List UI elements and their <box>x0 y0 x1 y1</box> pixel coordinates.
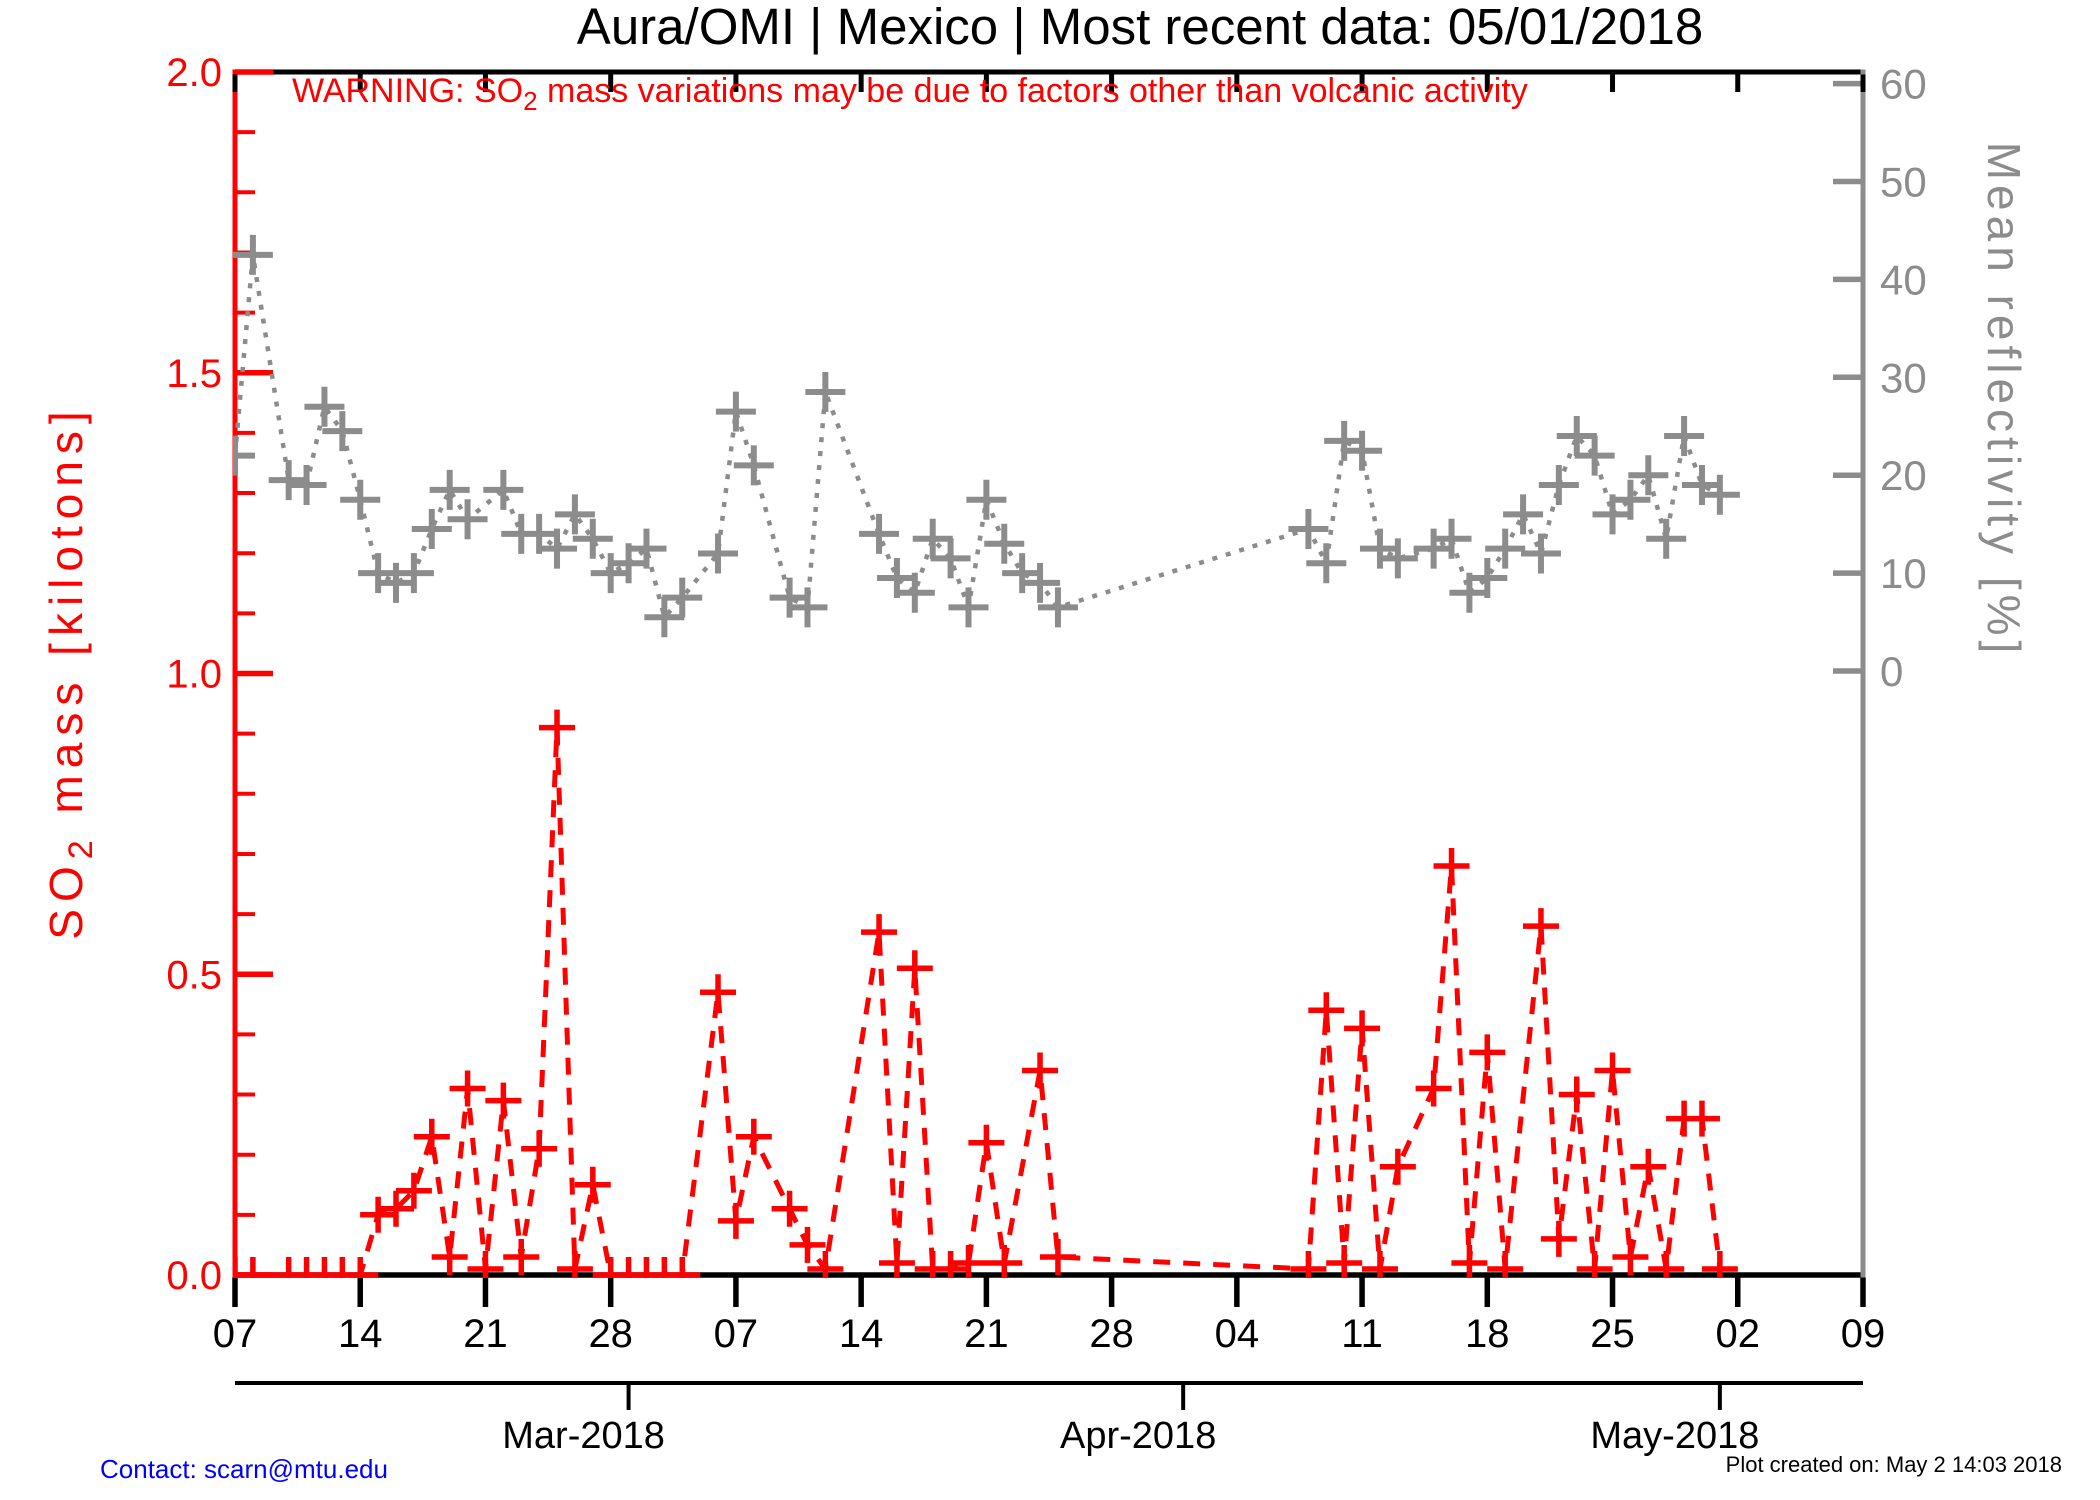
month-label: Mar-2018 <box>502 1415 665 1457</box>
reflectivity-line <box>233 254 1721 622</box>
x-tick-label: 07 <box>714 1312 759 1356</box>
left-axis-title-subscript: 2 <box>62 833 100 859</box>
warning-suffix: mass variations may be due to factors ot… <box>538 72 1528 110</box>
left-axis-title: SO2 mass [kilotons] <box>40 404 100 939</box>
chart-title: Aura/OMI | Mexico | Most recent data: 05… <box>577 0 1703 55</box>
right-tick-label: 0 <box>1880 648 1903 695</box>
x-tick-label: 07 <box>213 1312 258 1356</box>
left-tick-label: 0.5 <box>166 953 222 997</box>
x-tick-label: 09 <box>1841 1312 1886 1356</box>
created-timestamp: Plot created on: May 2 14:03 2018 <box>1726 1452 2062 1477</box>
right-tick-label: 50 <box>1880 159 1927 206</box>
left-tick-label: 1.0 <box>166 653 222 697</box>
so2-line <box>235 727 1723 1278</box>
right-axis-title: Mean reflectivity [%] <box>1978 142 2030 659</box>
reflectivity-markers <box>233 234 1740 638</box>
x-tick-label: 21 <box>463 1312 508 1356</box>
x-tick-label: 25 <box>1590 1312 1635 1356</box>
right-tick-label: 10 <box>1880 550 1927 597</box>
x-tick-label: 11 <box>1341 1312 1383 1356</box>
left-tick-label: 0.0 <box>166 1254 222 1298</box>
x-tick-label: 18 <box>1465 1312 1510 1356</box>
contact-link[interactable]: Contact: scarn@mtu.edu <box>100 1454 388 1484</box>
x-tick-label: 14 <box>338 1312 383 1356</box>
left-tick-label: 2.0 <box>166 51 222 95</box>
x-tick-label: 04 <box>1215 1312 1260 1356</box>
warning-text: WARNING: SO2 mass variations may be due … <box>292 72 1528 116</box>
left-axis-title-suffix: mass [kilotons] <box>40 404 92 833</box>
x-tick-label: 21 <box>964 1312 1009 1356</box>
left-axis-title-prefix: SO <box>40 859 92 939</box>
axes-layer: 0.0 0.5 1.0 1.5 2.0 0 10 20 30 40 50 60 07 14 21 28 07 14… <box>166 51 1926 1457</box>
warning-subscript: 2 <box>523 86 537 116</box>
month-label: May-2018 <box>1590 1415 1759 1457</box>
right-tick-label: 60 <box>1880 61 1927 108</box>
warning-prefix: WARNING: SO <box>292 72 523 110</box>
x-tick-label: 28 <box>588 1312 633 1356</box>
right-tick-label: 40 <box>1880 256 1927 303</box>
series-layer <box>233 234 1740 1278</box>
x-tick-label: 28 <box>1089 1312 1134 1356</box>
x-tick-label: 14 <box>839 1312 884 1356</box>
so2-markers <box>233 709 1738 1278</box>
right-tick-label: 30 <box>1880 354 1927 401</box>
month-label: Apr-2018 <box>1060 1415 1216 1457</box>
right-tick-label: 20 <box>1880 452 1927 499</box>
x-tick-label: 02 <box>1716 1312 1761 1356</box>
left-tick-label: 1.5 <box>166 352 222 396</box>
